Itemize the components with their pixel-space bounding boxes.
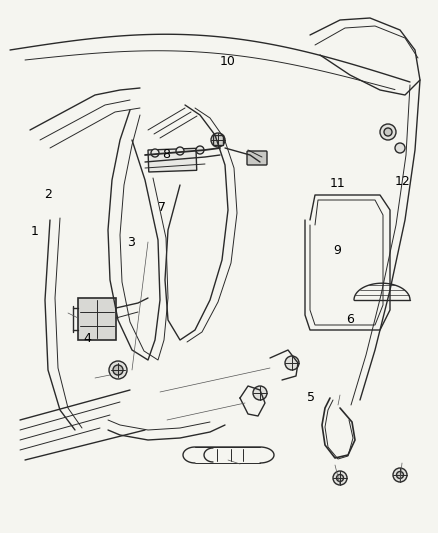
Circle shape (384, 128, 392, 136)
Circle shape (113, 365, 123, 375)
Bar (78, 298, 116, 340)
Text: 3: 3 (127, 236, 135, 249)
Text: 1: 1 (31, 225, 39, 238)
Bar (213, 135, 223, 145)
Circle shape (333, 471, 347, 485)
Text: 8: 8 (162, 148, 170, 161)
Bar (148, 148, 197, 172)
Circle shape (380, 124, 396, 140)
Text: 7: 7 (158, 201, 166, 214)
Circle shape (285, 356, 299, 370)
Circle shape (109, 361, 127, 379)
Circle shape (336, 474, 343, 481)
Text: 5: 5 (307, 391, 315, 403)
Text: 12: 12 (395, 175, 411, 188)
Text: 2: 2 (44, 188, 52, 201)
Text: 6: 6 (346, 313, 354, 326)
Circle shape (393, 468, 407, 482)
Circle shape (151, 149, 159, 157)
Circle shape (176, 147, 184, 155)
Circle shape (253, 386, 267, 400)
Circle shape (211, 133, 225, 147)
Text: 10: 10 (220, 55, 236, 68)
FancyBboxPatch shape (247, 151, 267, 165)
Text: 4: 4 (84, 332, 92, 345)
Circle shape (395, 143, 405, 153)
Circle shape (196, 146, 204, 154)
Text: 9: 9 (333, 244, 341, 257)
Circle shape (396, 472, 403, 479)
Text: 11: 11 (329, 177, 345, 190)
